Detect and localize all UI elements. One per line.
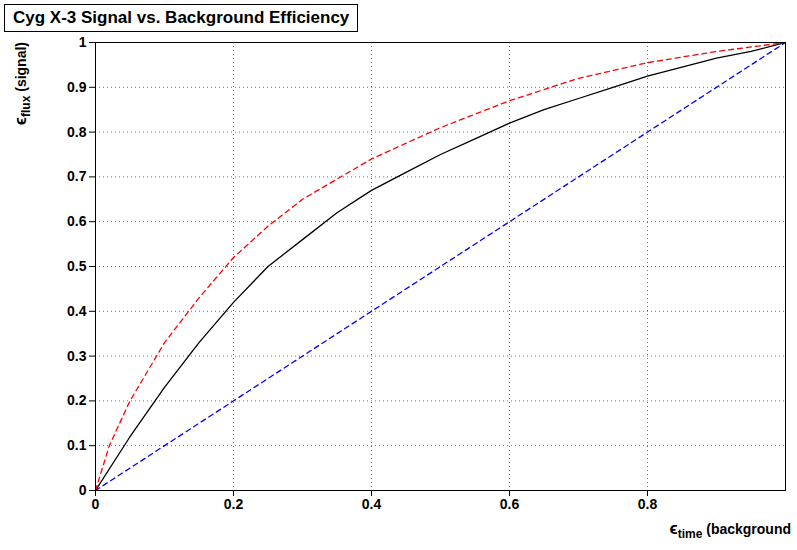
svg-text:0.8: 0.8	[67, 124, 87, 140]
svg-text:0.8: 0.8	[638, 496, 658, 512]
svg-text:0.3: 0.3	[67, 348, 87, 364]
svg-text:0.4: 0.4	[362, 496, 382, 512]
svg-text:0.2: 0.2	[67, 392, 87, 408]
svg-text:0: 0	[79, 482, 87, 498]
svg-text:0.9: 0.9	[67, 79, 87, 95]
svg-text:ϵtime (background: ϵtime (background	[670, 519, 792, 541]
svg-text:0.5: 0.5	[67, 258, 87, 274]
svg-text:ϵflux (signal): ϵflux (signal)	[11, 42, 33, 125]
svg-text:0: 0	[92, 496, 100, 512]
svg-text:0.1: 0.1	[67, 437, 87, 453]
html-text:Cyg X-3 Signal vs. Background: Cyg X-3 Signal vs. Background Efficiency	[13, 8, 350, 27]
svg-text:0.7: 0.7	[67, 168, 87, 184]
svg-text:0.6: 0.6	[500, 496, 520, 512]
svg-text:0.6: 0.6	[67, 213, 87, 229]
svg-text:1: 1	[79, 34, 87, 50]
svg-text:0.4: 0.4	[67, 303, 87, 319]
svg-text:0.2: 0.2	[224, 496, 244, 512]
